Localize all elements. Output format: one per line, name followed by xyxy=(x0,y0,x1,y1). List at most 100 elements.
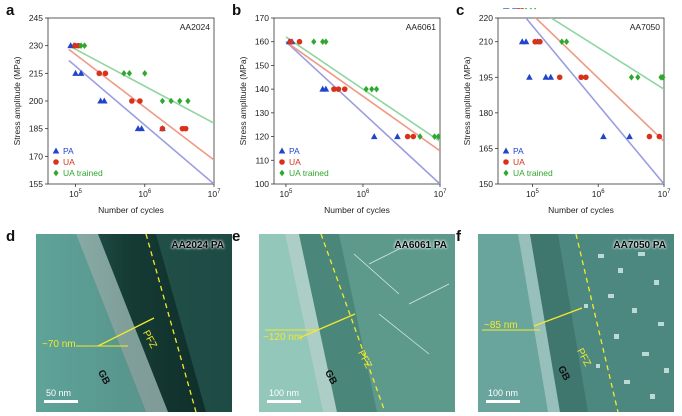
data-point-ua-trained xyxy=(126,70,133,77)
data-point-ua xyxy=(404,133,411,140)
y-tick-label: 110 xyxy=(255,155,269,165)
data-point-pa xyxy=(138,125,145,132)
panel-label-b: b xyxy=(232,2,242,19)
x-tick-label: 107 xyxy=(434,189,447,199)
x-axis-label: Number of cycles xyxy=(548,205,614,215)
y-tick-label: 140 xyxy=(255,84,269,94)
data-point-ua-trained xyxy=(185,97,191,105)
x-tick-label: 105 xyxy=(280,189,293,199)
y-tick-label: 215 xyxy=(29,68,43,78)
fit-line-pa xyxy=(68,59,214,184)
panel-label-c: c xyxy=(456,2,465,19)
scale-bar-label: 100 nm xyxy=(269,388,300,398)
x-tick-label: 106 xyxy=(592,189,605,199)
scale-bar-label: 50 nm xyxy=(46,388,72,398)
scale-bar-label: 100 nm xyxy=(488,388,519,398)
fit-line-pa xyxy=(524,18,664,184)
data-point-pa xyxy=(600,133,607,140)
fit-line-ua-trained xyxy=(68,44,214,124)
panel-label-a: a xyxy=(6,2,15,19)
data-point-ua xyxy=(137,98,143,104)
chart-aa7050: 150 165 180 195 210 220 105 106 107 Number of cyc… xyxy=(450,8,676,218)
data-point-ua xyxy=(341,86,348,92)
y-axis-label: Stress amplitude (MPa) xyxy=(462,56,472,145)
data-point-ua-trained xyxy=(78,42,84,49)
data-point-pa xyxy=(526,73,533,80)
data-point-ua xyxy=(102,70,109,77)
y-tick-label: 185 xyxy=(29,124,43,134)
data-point-ua-trained xyxy=(373,85,380,93)
legend-label-ua-trained: UA trained xyxy=(289,168,329,178)
micrograph-image xyxy=(259,234,455,412)
data-point-pa xyxy=(72,69,79,76)
fit-line-pa xyxy=(285,41,440,184)
micrograph-title: AA2024 PA xyxy=(171,240,224,251)
data-point-ua-trained xyxy=(533,8,537,10)
y-tick-label: 120 xyxy=(255,132,269,142)
data-point-ua-trained xyxy=(635,73,641,81)
x-axis-label: Number of cycles xyxy=(324,205,390,215)
chart-aa2024: 155 170 185 200 215 230 245 105 106 107 Number of … xyxy=(0,8,226,218)
data-point-ua xyxy=(296,38,303,45)
data-point-pa xyxy=(522,38,530,45)
data-point-ua-trained xyxy=(529,8,533,10)
chart-title: AA2024 xyxy=(180,22,211,32)
panel-label-f: f xyxy=(456,228,461,245)
legend-marker-ua xyxy=(279,159,285,165)
y-tick-label: 155 xyxy=(29,179,43,189)
legend-label-ua: UA xyxy=(513,157,525,167)
data-point-ua-trained xyxy=(628,73,635,81)
y-tick-label: 200 xyxy=(29,96,43,106)
scale-bar xyxy=(44,400,78,403)
data-point-pa xyxy=(370,133,378,140)
data-point-ua-trained xyxy=(168,97,174,105)
micrograph-aa7050: AA7050 PA ~85 nm PFZ GB 100 nm xyxy=(478,234,674,412)
x-tick-label: 106 xyxy=(138,189,151,199)
data-point-ua xyxy=(646,133,653,140)
x-tick-label: 107 xyxy=(208,189,221,199)
data-point-ua xyxy=(331,86,337,92)
fit-line-ua xyxy=(534,18,664,142)
fit-line-ua-trained xyxy=(549,18,664,90)
data-point-ua xyxy=(159,125,166,132)
y-tick-label: 170 xyxy=(29,151,43,161)
data-point-ua-trained xyxy=(563,38,570,46)
data-point-pa xyxy=(542,73,550,80)
data-point-pa xyxy=(626,133,633,140)
data-point-ua-trained xyxy=(363,85,369,93)
legend-marker-ua-trained xyxy=(53,169,59,177)
legend-label-pa: PA xyxy=(63,146,74,156)
pfz-width-label: ~85 nm xyxy=(484,320,518,331)
y-tick-label: 160 xyxy=(255,37,269,47)
legend-marker-ua-trained xyxy=(503,169,509,177)
legend-label-pa: PA xyxy=(513,146,524,156)
panel-label-e: e xyxy=(232,228,241,245)
data-point-ua-trained xyxy=(121,70,127,77)
data-point-ua xyxy=(410,133,417,140)
y-tick-label: 220 xyxy=(479,13,493,23)
data-point-ua xyxy=(129,98,135,104)
scale-bar xyxy=(267,400,301,403)
x-tick-label: 106 xyxy=(357,189,370,199)
data-point-ua-trained xyxy=(311,38,317,46)
micrograph-image xyxy=(478,234,674,412)
data-point-ua xyxy=(578,74,584,81)
data-point-ua-trained xyxy=(320,38,326,46)
data-point-ua-trained xyxy=(524,8,528,10)
legend-label-ua: UA xyxy=(63,157,75,167)
legend-marker-pa xyxy=(52,147,60,154)
x-tick-label: 105 xyxy=(69,189,82,199)
y-tick-label: 170 xyxy=(255,13,269,23)
y-tick-label: 130 xyxy=(255,108,269,118)
data-point-pa xyxy=(502,8,510,9)
data-point-ua xyxy=(96,70,103,77)
y-axis-label: Stress amplitude (MPa) xyxy=(12,56,22,145)
legend-label-ua: UA xyxy=(289,157,301,167)
data-point-ua-trained xyxy=(159,97,166,105)
y-axis-label: Stress amplitude (MPa) xyxy=(238,56,248,145)
micrograph-title: AA7050 PA xyxy=(613,240,666,251)
data-point-pa xyxy=(100,97,108,104)
fit-line-ua xyxy=(68,48,214,161)
data-point-pa xyxy=(547,73,555,80)
data-point-ua-trained xyxy=(81,42,88,49)
